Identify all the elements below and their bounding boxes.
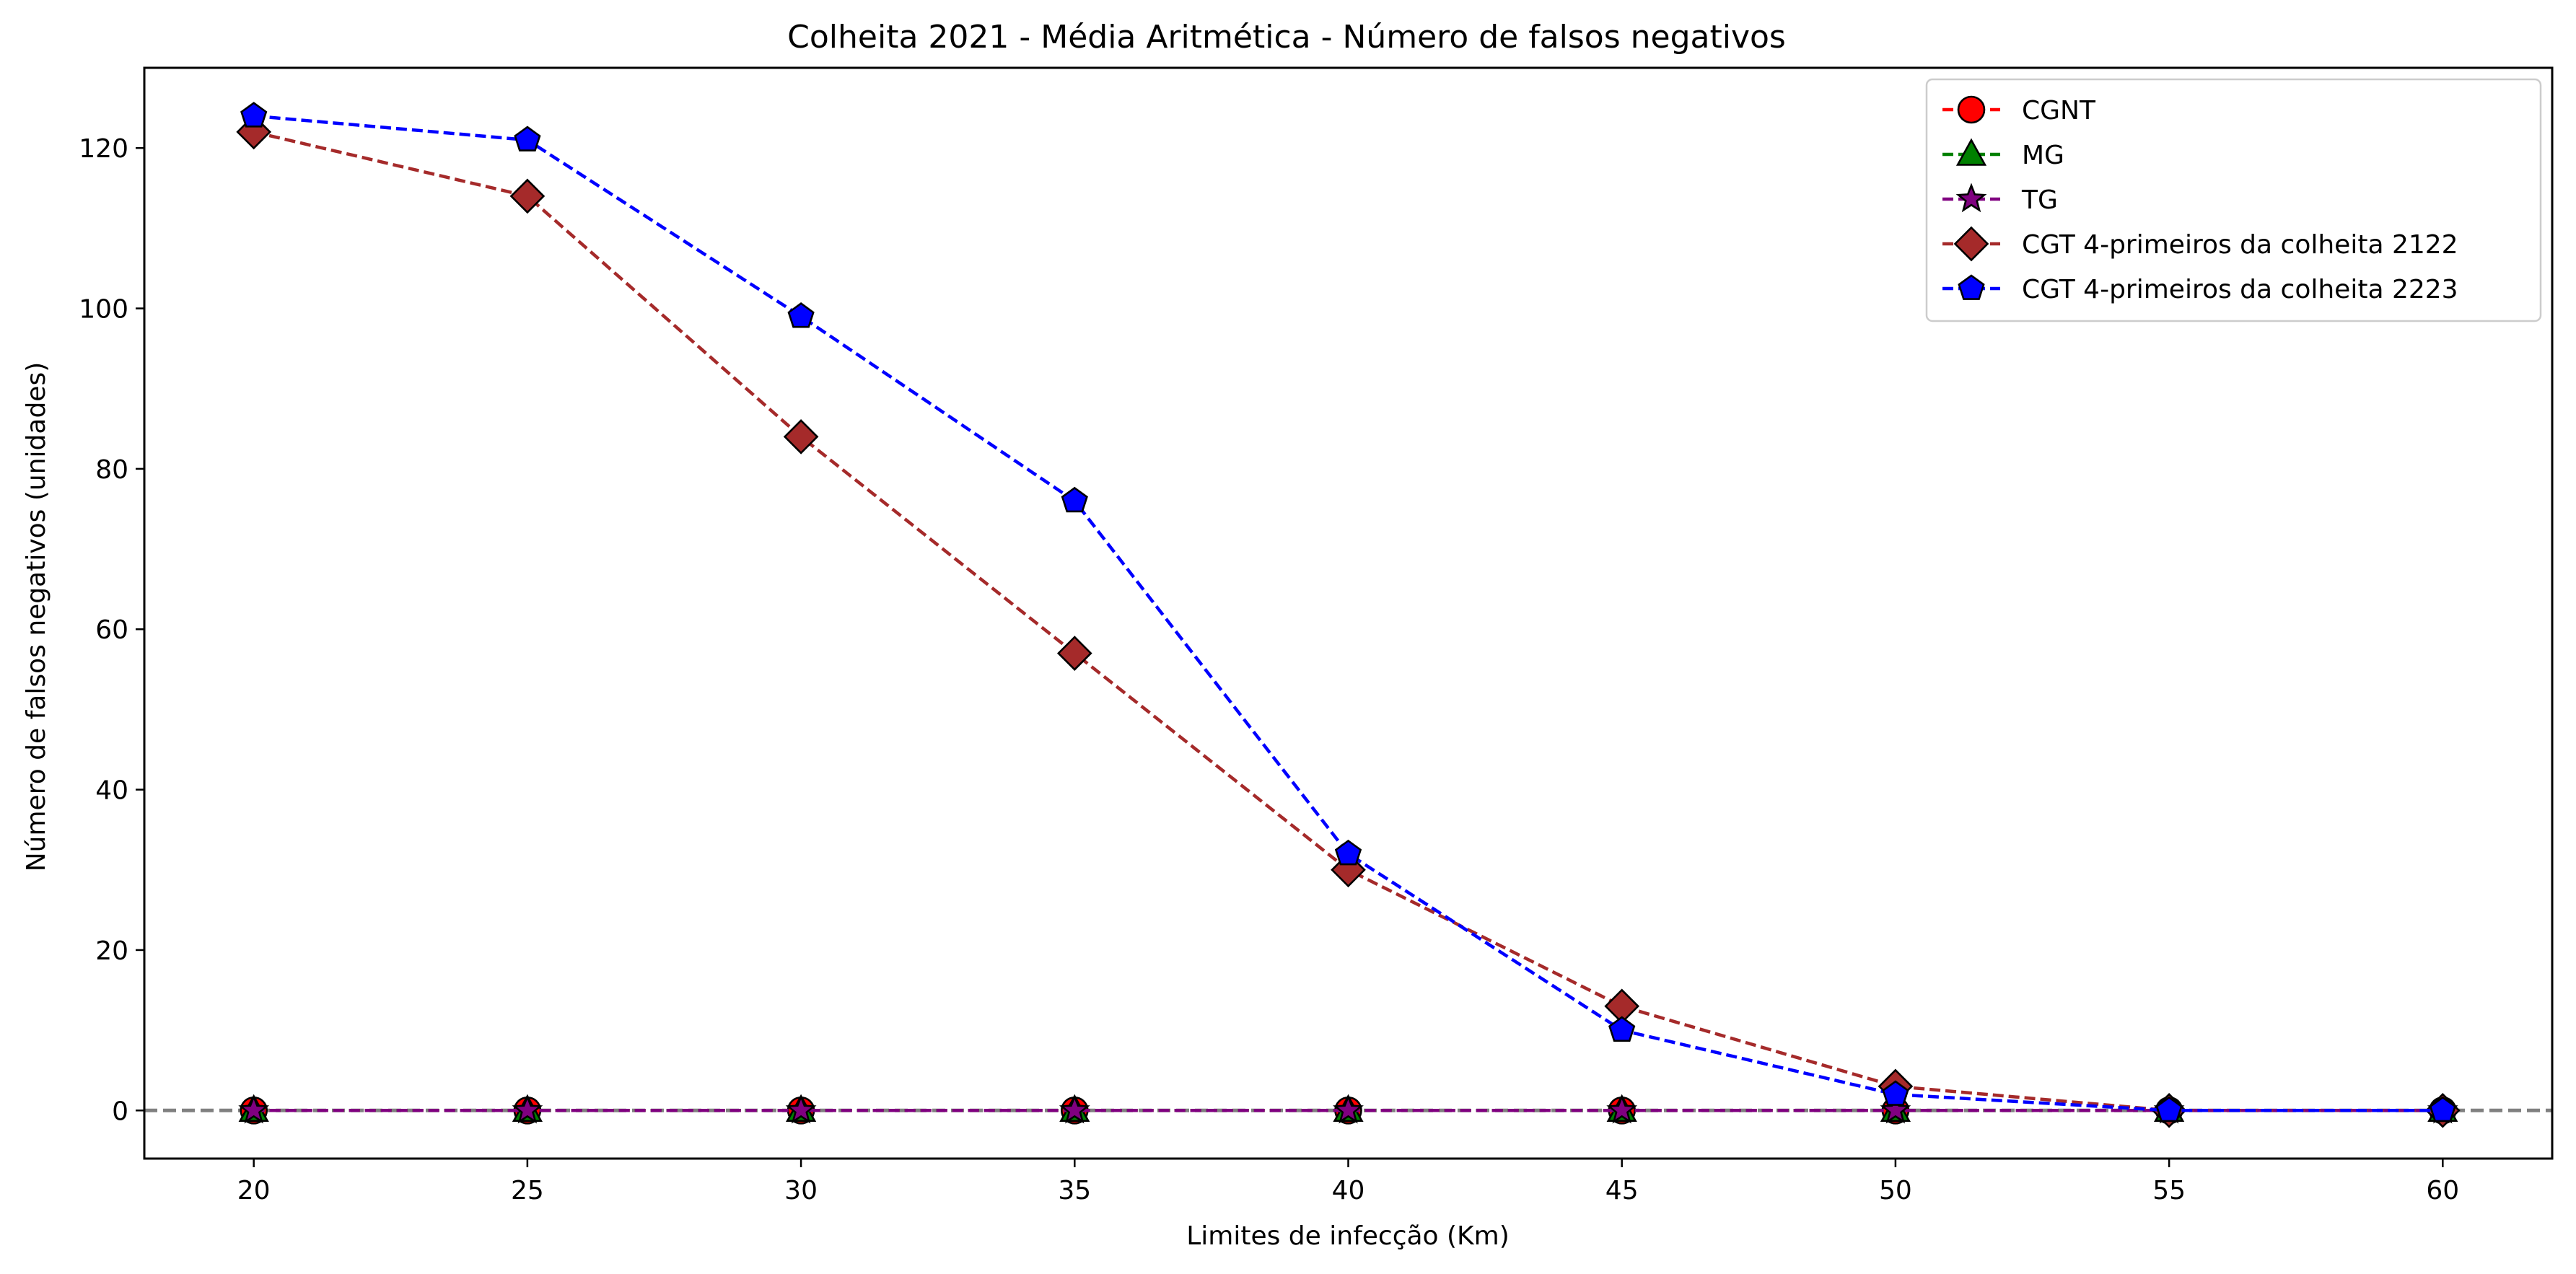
data-point xyxy=(787,302,815,328)
legend-entry: MG xyxy=(1942,138,2064,170)
x-tick-label: 45 xyxy=(1605,1176,1639,1205)
legend-marker xyxy=(1957,95,1986,124)
x-tick-label: 25 xyxy=(511,1176,544,1205)
x-tick-label: 50 xyxy=(1879,1176,1912,1205)
x-tick-label: 30 xyxy=(784,1176,818,1205)
x-tick-label: 60 xyxy=(2426,1176,2459,1205)
data-point xyxy=(514,126,541,151)
legend-label: CGT 4-primeiros da colheita 2122 xyxy=(2022,230,2458,260)
plot-layer: 20 25 30 35 40 45 50 55 60 0 20 40 60 80 100 120 xyxy=(79,66,2554,1205)
y-tick-label: 40 xyxy=(95,776,128,806)
data-point xyxy=(509,178,546,214)
y-axis-label: Número de falsos negativos (unidades) xyxy=(22,362,51,872)
y-tick-label: 80 xyxy=(95,455,128,485)
x-tick-label: 40 xyxy=(1332,1176,1365,1205)
legend-label: MG xyxy=(2022,141,2064,170)
series-line xyxy=(253,114,2443,1112)
legend: CGNT MG TG CGT 4-primeiros da colheita 2122… xyxy=(1925,78,2542,322)
data-point xyxy=(1880,1094,1911,1124)
data-point xyxy=(1334,839,1362,866)
data-point xyxy=(238,1094,270,1124)
data-point xyxy=(2429,1096,2456,1123)
x-tick-label: 20 xyxy=(237,1176,271,1205)
data-point xyxy=(783,419,819,454)
legend-marker xyxy=(1958,274,1985,300)
data-point xyxy=(1059,1094,1090,1124)
data-point xyxy=(2155,1096,2183,1123)
y-tick-label: 100 xyxy=(79,295,128,325)
data-point xyxy=(1056,636,1092,671)
data-point xyxy=(1061,486,1088,513)
legend-entry: CGNT xyxy=(1942,95,2096,126)
data-point xyxy=(785,1094,817,1124)
y-tick-label: 20 xyxy=(95,936,128,966)
y-tick-label: 60 xyxy=(95,615,128,645)
legend-label: CGT 4-primeiros da colheita 2223 xyxy=(2022,275,2458,304)
legend-entry: CGT 4-primeiros da colheita 2122 xyxy=(1942,226,2458,262)
x-tick-label: 35 xyxy=(1058,1176,1091,1205)
legend-marker xyxy=(1955,138,1987,166)
data-point xyxy=(1606,1094,1638,1124)
y-tick-label: 120 xyxy=(79,134,128,164)
x-axis-label: Limites de infecção (Km) xyxy=(1186,1221,1510,1251)
y-tick-label: 0 xyxy=(112,1097,128,1126)
x-tick-label: 55 xyxy=(2152,1176,2186,1205)
legend-entry: TG xyxy=(1942,183,2058,215)
legend-marker xyxy=(1953,226,1989,262)
data-point xyxy=(1608,1016,1636,1042)
chart-title: Colheita 2021 - Média Aritmética - Númer… xyxy=(787,19,1786,56)
data-point xyxy=(1333,1094,1364,1124)
legend-box xyxy=(1925,78,2542,322)
data-point xyxy=(1882,1080,1909,1106)
legend-entry: CGT 4-primeiros da colheita 2223 xyxy=(1942,274,2458,304)
legend-label: CGNT xyxy=(2022,96,2096,126)
series-4 xyxy=(240,102,2456,1123)
data-point xyxy=(240,102,268,128)
legend-marker xyxy=(1955,183,1987,213)
data-point xyxy=(512,1094,543,1124)
legend-label: TG xyxy=(2021,185,2058,215)
